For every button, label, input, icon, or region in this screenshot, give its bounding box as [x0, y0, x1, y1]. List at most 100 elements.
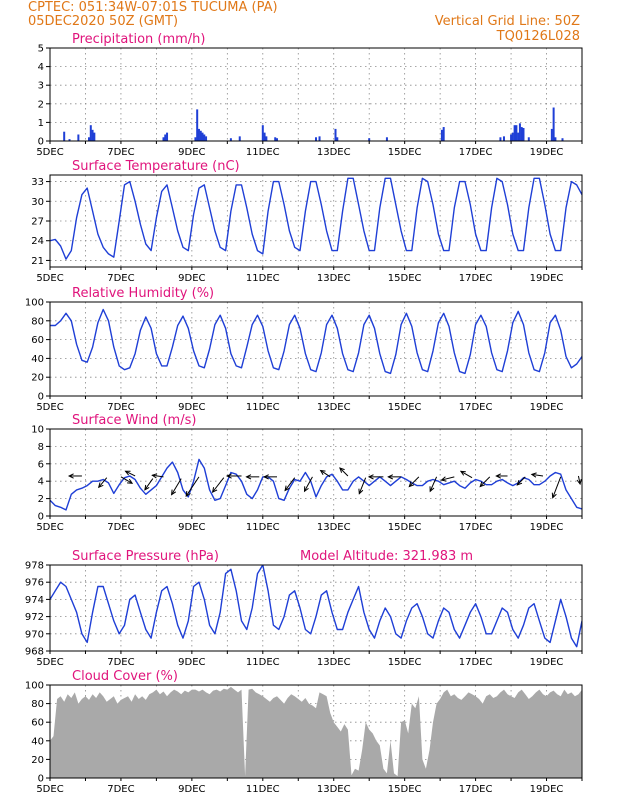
wind-title: Surface Wind (m/s)	[72, 413, 196, 428]
precip-bar	[77, 134, 80, 141]
temp-ytick-label: 30	[31, 197, 44, 208]
wind-arrow-shaft	[120, 476, 133, 484]
model-altitude-label: Model Altitude: 321.983 m	[300, 549, 473, 564]
wind-arrow-shaft	[552, 476, 562, 498]
wind-xtick-label: 11DEC	[246, 522, 280, 533]
precip-bar	[336, 137, 339, 141]
wind-ytick-label: 4	[38, 477, 44, 488]
wind-ytick-label: 6	[38, 459, 44, 470]
precip-xtick-label: 15DEC	[388, 147, 422, 158]
precip-bar	[88, 137, 91, 141]
wind-arrow-head	[530, 472, 537, 478]
wind-arrow-shaft	[320, 470, 331, 478]
wind-arrow-head	[185, 491, 191, 498]
temp-ytick-label: 21	[31, 256, 44, 267]
precip-xtick-label: 19DEC	[530, 147, 564, 158]
wind-arrow-head	[479, 481, 486, 488]
precip-bar	[238, 136, 241, 141]
wind-arrow-shaft	[577, 475, 581, 485]
precip-panel	[46, 47, 583, 144]
wind-panel	[46, 428, 583, 519]
temp-xtick-label: 13DEC	[317, 273, 351, 284]
cloud-ytick-label: 60	[31, 718, 44, 729]
precip-bar	[229, 138, 232, 141]
precip-bar	[552, 107, 555, 141]
rh-ytick-label: 80	[31, 316, 44, 327]
pres-frame	[49, 564, 583, 652]
precip-bar	[527, 137, 530, 141]
pres-xtick-label: 15DEC	[388, 657, 422, 668]
precip-bar	[63, 131, 66, 141]
wind-arrow-head	[127, 478, 134, 484]
pres-ytick-label: 974	[25, 595, 44, 606]
wind-arrow-head	[211, 487, 218, 493]
wind-arrow-head	[151, 473, 158, 479]
wind-xtick-label: 19DEC	[530, 522, 564, 533]
temp-xtick-label: 5DEC	[36, 273, 63, 284]
cloud-title: Cloud Cover (%)	[72, 669, 178, 684]
precip-bar	[203, 134, 206, 141]
wind-arrow-shaft	[304, 476, 313, 492]
cloud-xtick-label: 7DEC	[107, 784, 134, 795]
wind-arrow-head	[170, 489, 177, 496]
precip-bar	[442, 127, 445, 141]
header-station: CPTEC: 051:34W-07:01S TUCUMA (PA)	[28, 0, 278, 15]
rh-data	[50, 308, 582, 375]
wind-arrow-head	[387, 474, 394, 480]
rh-ytick-label: 60	[31, 335, 44, 346]
precip-bar	[275, 138, 278, 141]
cloud-xtick-label: 15DEC	[388, 784, 422, 795]
precip-bar	[199, 130, 202, 141]
precip-bar	[561, 138, 564, 141]
wind-arrow-shaft	[144, 478, 154, 491]
precip-bar	[68, 139, 71, 141]
wind-data	[50, 458, 582, 511]
cloud-ytick-label: 80	[31, 699, 44, 710]
precip-bar	[194, 137, 197, 141]
precip-xtick-label: 17DEC	[459, 147, 493, 158]
cloud-ytick-label: 40	[31, 736, 44, 747]
precip-ytick-label: 3	[38, 81, 44, 92]
temp-ytick-label: 33	[31, 177, 44, 188]
cloud-ytick-label: 20	[31, 755, 44, 766]
wind-arrow-head	[225, 473, 232, 479]
temp-xtick-label: 19DEC	[530, 273, 564, 284]
temp-ytick-label: 24	[31, 236, 44, 247]
wind-xtick-label: 13DEC	[317, 522, 351, 533]
precip-bar	[513, 125, 516, 141]
precip-xtick-label: 7DEC	[107, 147, 134, 158]
precip-bar	[518, 123, 521, 141]
pres-xtick-label: 11DEC	[246, 657, 280, 668]
wind-xtick-label: 5DEC	[36, 522, 63, 533]
precip-bar	[201, 132, 204, 141]
wind-arrow-shaft	[171, 478, 182, 495]
precip-xtick-label: 11DEC	[246, 147, 280, 158]
wind-arrow-shaft	[284, 477, 296, 491]
header-run-time: 05DEC2020 50Z (GMT)	[28, 14, 179, 29]
cloud-xtick-label: 11DEC	[246, 784, 280, 795]
temp-xtick-label: 11DEC	[246, 273, 280, 284]
rh-ytick-label: 0	[38, 392, 44, 403]
temp-frame	[49, 174, 583, 268]
wind-arrow-head	[440, 476, 447, 482]
rh-panel	[46, 301, 583, 399]
precip-ytick-label: 4	[38, 62, 44, 73]
precip-bar	[510, 134, 513, 141]
pres-ytick-label: 976	[25, 578, 44, 589]
precip-bar	[554, 137, 557, 141]
pres-ytick-label: 972	[25, 612, 44, 623]
rh-xtick-label: 13DEC	[317, 402, 351, 413]
wind-ytick-label: 8	[38, 442, 44, 453]
cloud-xtick-label: 5DEC	[36, 784, 63, 795]
wind-arrow-shaft	[152, 474, 164, 478]
rh-xtick-label: 5DEC	[36, 402, 63, 413]
wind-arrow-head	[576, 478, 582, 486]
temp-xtick-label: 17DEC	[459, 273, 493, 284]
precip-bar	[261, 125, 264, 141]
wind-arrow-head	[144, 484, 150, 491]
precip-bar	[197, 128, 200, 141]
precip-xtick-label: 5DEC	[36, 147, 63, 158]
header-model-id: TQ0126L028	[496, 29, 580, 44]
precip-bar	[162, 137, 165, 141]
